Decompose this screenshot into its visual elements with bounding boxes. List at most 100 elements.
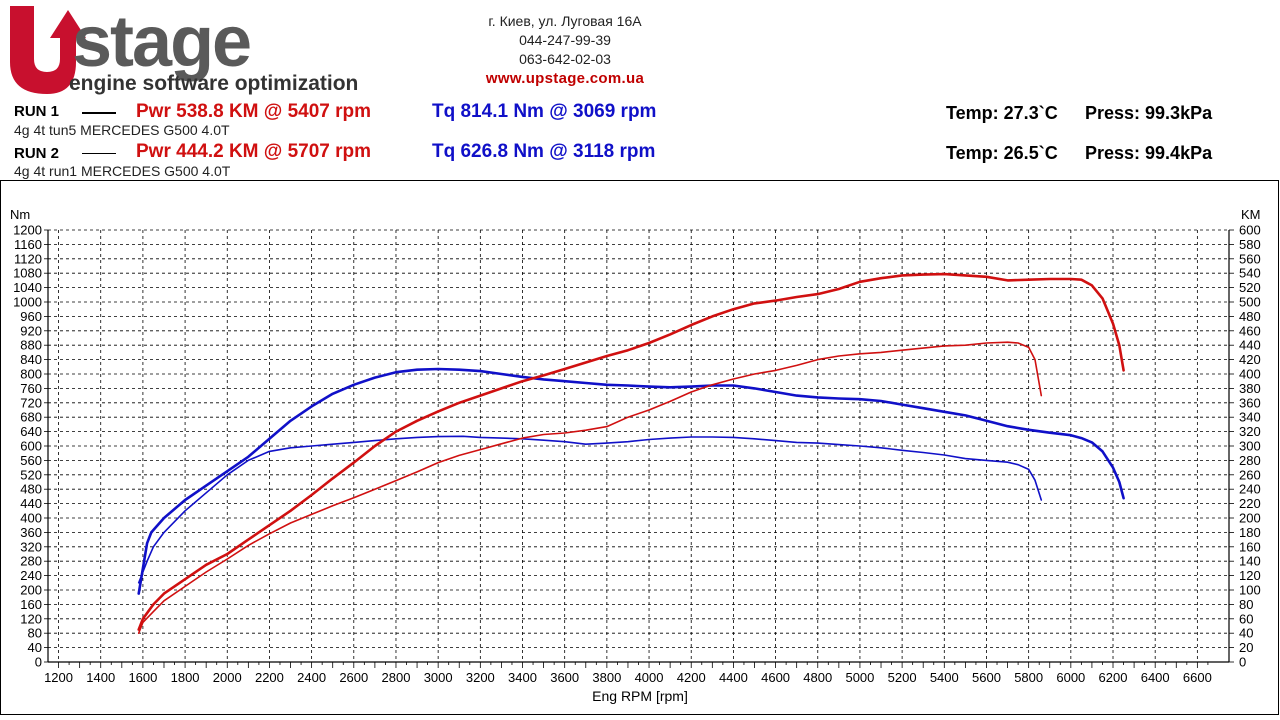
y-left-tick-label: 480 [20, 482, 42, 497]
x-tick-label: 1800 [171, 670, 200, 685]
x-tick-label: 5400 [930, 670, 959, 685]
y-right-tick-label: 520 [1239, 280, 1261, 295]
x-tick-label: 1600 [128, 670, 157, 685]
y-right-tick-label: 320 [1239, 424, 1261, 439]
y-right-tick-label: 260 [1239, 467, 1261, 482]
power-run2-line [137, 341, 1043, 635]
x-tick-label: 5800 [1014, 670, 1043, 685]
x-tick-label: 6200 [1099, 670, 1128, 685]
y-right-tick-label: 440 [1239, 338, 1261, 353]
x-tick-label: 2600 [339, 670, 368, 685]
y-left-tick-label: 280 [20, 554, 42, 569]
contact-website[interactable]: www.upstage.com.ua [485, 70, 645, 87]
y-left-tick-label: 120 [20, 611, 42, 626]
y-right-tick-label: 300 [1239, 439, 1261, 454]
x-tick-label: 3000 [424, 670, 453, 685]
y-left-tick-label: 520 [20, 467, 42, 482]
logo-u-arrow-mark [10, 6, 86, 94]
y-left-tick-label: 240 [20, 568, 42, 583]
y-right-tick-label: 340 [1239, 410, 1261, 425]
y-right-tick-label: 600 [1239, 223, 1261, 238]
contact-address: г. Киев, ул. Луговая 16А [488, 13, 642, 29]
run1-power: Pwr 538.8 KM @ 5407 rpm [136, 101, 372, 122]
run1-torque: Tq 814.1 Nm @ 3069 rpm [432, 101, 657, 122]
y-left-tick-label: 0 [35, 655, 42, 670]
x-tick-label: 4400 [719, 670, 748, 685]
run2-torque: Tq 626.8 Nm @ 3118 rpm [432, 141, 656, 162]
y-left-tick-label: 1200 [13, 223, 42, 238]
run2-description: 4g 4t run1 MERCEDES G500 4.0T [14, 163, 231, 179]
y-left-tick-label: 600 [20, 439, 42, 454]
run1-temp: Temp: 27.3`C [946, 103, 1058, 123]
y-left-tick-label: 80 [28, 626, 42, 641]
y-left-tick-label: 920 [20, 323, 42, 338]
y-right-tick-label: 220 [1239, 496, 1261, 511]
y-right-tick-label: 420 [1239, 352, 1261, 367]
y-left-tick-label: 720 [20, 395, 42, 410]
x-tick-label: 1400 [86, 670, 115, 685]
run2-temp: Temp: 26.5`C [946, 143, 1058, 163]
y-right-tick-label: 240 [1239, 482, 1261, 497]
x-tick-label: 2000 [213, 670, 242, 685]
x-tick-label: 2400 [297, 670, 326, 685]
power-run1-line [137, 272, 1125, 631]
y-right-tick-label: 200 [1239, 511, 1261, 526]
x-tick-label: 2200 [255, 670, 284, 685]
y-left-tick-label: 680 [20, 410, 42, 425]
y-left-tick-label: 1080 [13, 266, 42, 281]
y-right-tick-label: 120 [1239, 568, 1261, 583]
x-tick-label: 6400 [1141, 670, 1170, 685]
y-left-tick-label: 40 [28, 640, 42, 655]
y-right-tick-label: 560 [1239, 251, 1261, 266]
run2-legend-line [82, 153, 116, 154]
torque-run2-line [137, 435, 1043, 584]
contact-block: г. Киев, ул. Луговая 16А 044-247-99-39 0… [440, 12, 690, 88]
y-left-tick-label: 640 [20, 424, 42, 439]
logo-tagline: engine software optimization [69, 72, 358, 95]
y-left-tick-label: 400 [20, 511, 42, 526]
y-right-tick-label: 180 [1239, 525, 1261, 540]
y-left-tick-label: 200 [20, 583, 42, 598]
y-left-tick-label: 440 [20, 496, 42, 511]
y-right-tick-label: 160 [1239, 539, 1261, 554]
torque-run1-line [137, 367, 1125, 595]
y-right-tick-label: 60 [1239, 611, 1253, 626]
y-left-tick-label: 320 [20, 539, 42, 554]
y-axis-left-label: Nm [10, 207, 30, 222]
x-tick-label: 5200 [888, 670, 917, 685]
y-left-tick-label: 800 [20, 367, 42, 382]
chart-grid [48, 229, 1229, 663]
chart-axes: 1200 1400 1600 1800 2000 2200 2400 2600 2800 3000… [13, 223, 1261, 686]
y-left-tick-label: 560 [20, 453, 42, 468]
run1-legend-line [82, 112, 116, 114]
y-right-tick-label: 580 [1239, 237, 1261, 252]
run1-press: Press: 99.3kPa [1085, 103, 1213, 123]
y-right-tick-label: 280 [1239, 453, 1261, 468]
y-left-tick-label: 760 [20, 381, 42, 396]
y-left-tick-label: 960 [20, 309, 42, 324]
y-right-tick-label: 460 [1239, 323, 1261, 338]
x-tick-label: 5000 [845, 670, 874, 685]
y-right-tick-label: 400 [1239, 367, 1261, 382]
x-tick-label: 6000 [1056, 670, 1085, 685]
y-right-tick-label: 100 [1239, 583, 1261, 598]
run2-label: RUN 2 [14, 145, 60, 162]
y-left-tick-label: 1000 [13, 295, 42, 310]
x-tick-label: 4000 [635, 670, 664, 685]
y-right-tick-label: 40 [1239, 626, 1253, 641]
y-right-tick-label: 20 [1239, 640, 1253, 655]
run2-power: Pwr 444.2 KM @ 5707 rpm [136, 141, 372, 162]
x-tick-label: 4800 [803, 670, 832, 685]
y-left-tick-label: 160 [20, 597, 42, 612]
contact-phone-1: 044-247-99-39 [519, 32, 611, 48]
y-right-tick-label: 80 [1239, 597, 1253, 612]
y-right-tick-label: 540 [1239, 266, 1261, 281]
y-right-tick-label: 480 [1239, 309, 1261, 324]
y-left-tick-label: 840 [20, 352, 42, 367]
y-right-tick-label: 360 [1239, 395, 1261, 410]
y-left-tick-label: 880 [20, 338, 42, 353]
y-left-tick-label: 360 [20, 525, 42, 540]
x-tick-label: 3800 [592, 670, 621, 685]
x-tick-label: 6600 [1183, 670, 1212, 685]
